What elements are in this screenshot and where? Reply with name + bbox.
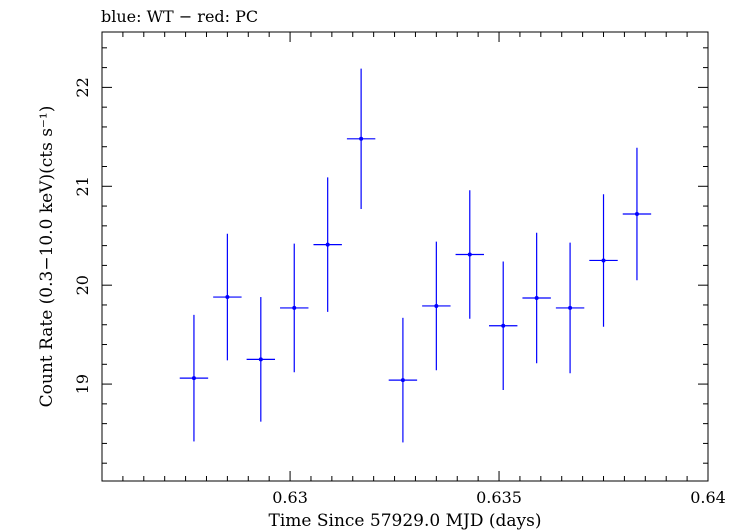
data-point [280,243,309,373]
data-point [422,241,451,371]
data-point [346,68,376,210]
chart-title: blue: WT − red: PC [101,7,258,26]
data-point [213,233,242,361]
data-point [489,261,518,391]
data-point [589,194,618,327]
point-marker [434,303,439,308]
point-marker [568,305,573,310]
y-axis-label: Count Rate (0.3−10.0 keV)(cts s⁻¹) [37,106,57,408]
data-point [246,297,276,422]
point-marker [359,136,364,141]
data-points [179,68,652,443]
plot-frame [101,31,709,482]
point-marker [292,305,297,310]
point-marker [534,296,539,301]
y-tick-label: 20 [73,275,92,295]
point-marker [191,376,196,381]
data-point [555,242,585,374]
tick-labels: 0.63 0.635 0.64 19 20 21 22 [73,77,726,507]
data-point [313,177,342,312]
data-point [388,317,418,443]
y-tick-label: 21 [73,176,92,196]
point-marker [325,242,330,247]
x-tick-label: 0.635 [476,488,522,507]
point-marker [634,211,639,216]
x-axis-label: Time Since 57929.0 MJD (days) [269,511,542,531]
data-point [455,190,484,319]
y-tick-label: 19 [73,374,92,394]
x-tick-label: 0.63 [272,488,308,507]
point-marker [601,258,606,263]
data-point [622,147,652,281]
point-marker [467,252,472,257]
x-tick-label: 0.64 [690,488,726,507]
data-point [179,314,209,442]
point-marker [501,323,506,328]
axis-ticks [101,32,709,481]
y-tick-label: 22 [73,77,92,97]
point-marker [225,295,230,300]
point-marker [258,357,263,362]
point-marker [400,378,405,383]
data-point [522,232,551,364]
